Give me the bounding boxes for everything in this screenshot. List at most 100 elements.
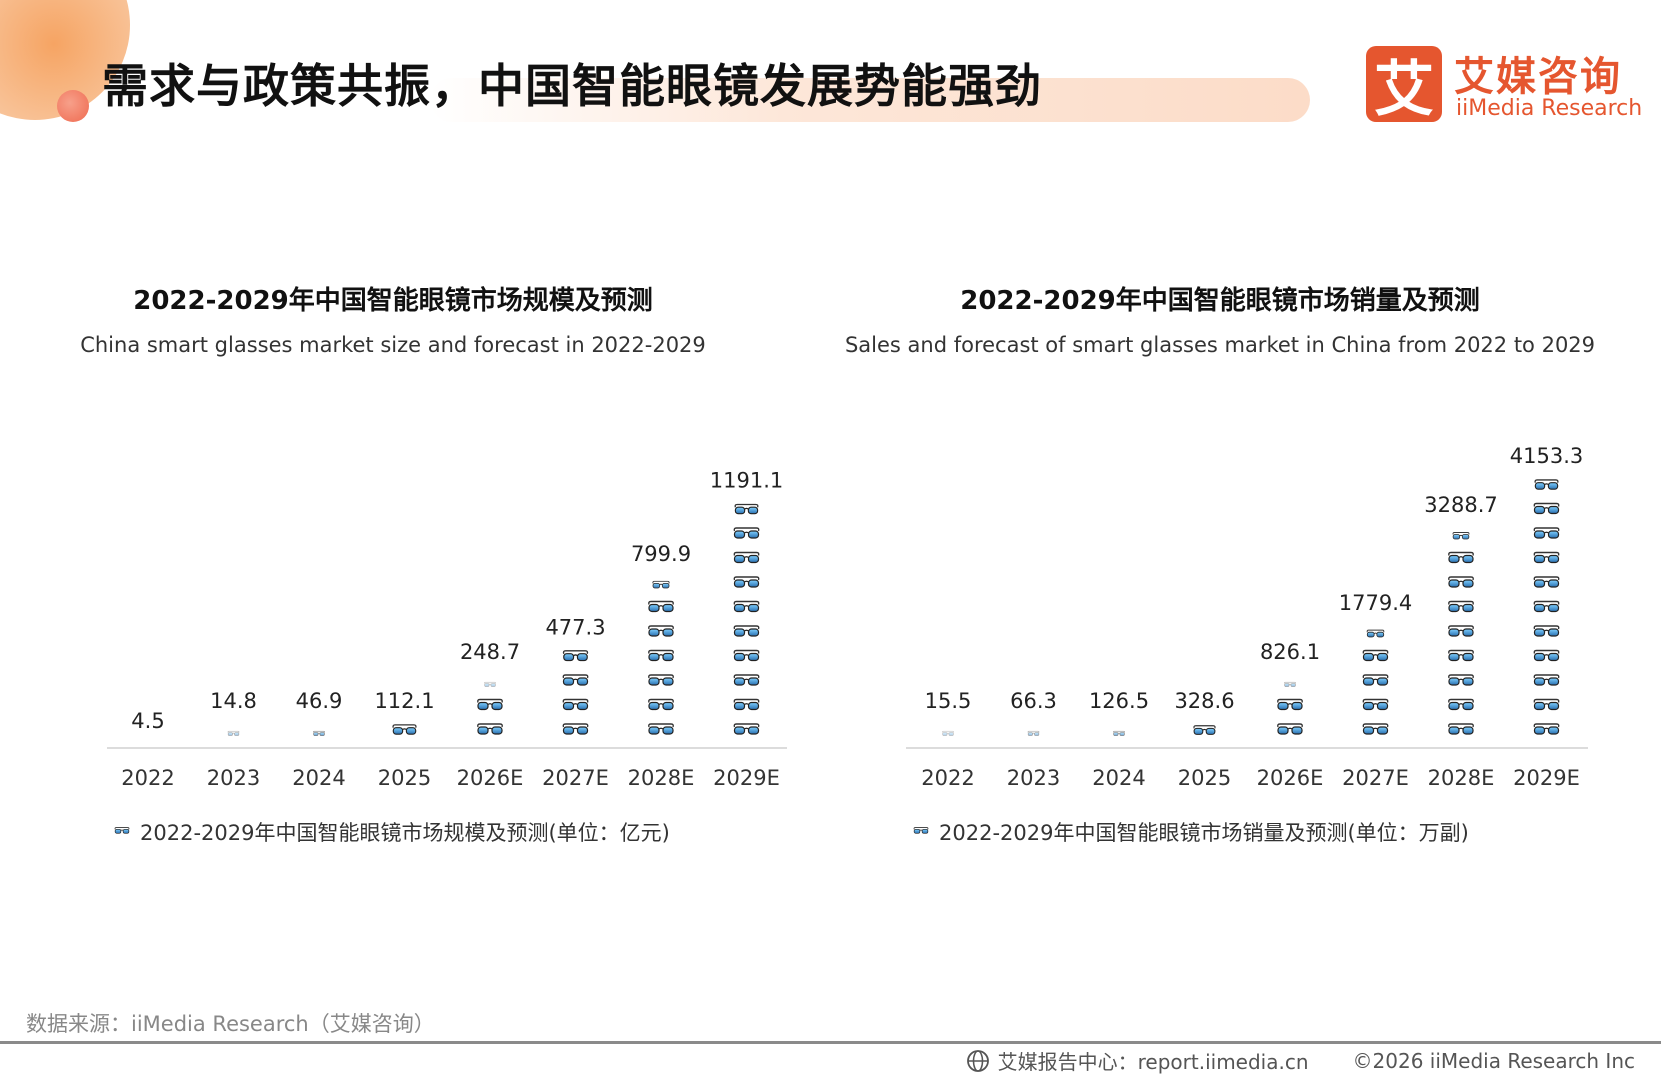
bar-icon-2029E <box>733 600 760 613</box>
bar-icon-2029E <box>733 625 760 637</box>
bar-icon-2028E <box>648 649 674 662</box>
bar-icon-2026E <box>1277 723 1303 735</box>
bar-icon-partial-2027E <box>562 650 589 662</box>
bar-icon-partial-2028E <box>1452 532 1470 540</box>
bar-icon-2028E <box>648 625 674 637</box>
bar-icon-2028E <box>648 674 674 686</box>
bar-icon-2027E <box>562 723 589 735</box>
brand-logo: 艾 艾媒咨询 iiMedia Research <box>1366 44 1642 126</box>
bar-icon-2028E <box>1448 600 1474 613</box>
x-tick-label: 2023 <box>1007 766 1060 790</box>
bar-icon-2029E <box>1533 527 1560 539</box>
footer-copyright: ©2026 iiMedia Research Inc <box>1352 1048 1635 1073</box>
footer-report-center-link[interactable]: 艾媒报告中心：report.iimedia.cn <box>997 1050 1309 1074</box>
legend-label: 2022-2029年中国智能眼镜市场销量及预测(单位：万副) <box>939 821 1469 845</box>
x-tick-label: 2025 <box>1178 766 1231 790</box>
x-tick-label: 2025 <box>378 766 431 790</box>
x-tick-label: 2028E <box>628 766 695 790</box>
bar-icon-2028E <box>1448 625 1474 637</box>
bar-icon-2026E <box>477 723 503 735</box>
bar-icon-partial-2022 <box>942 730 954 736</box>
bar-icon-2028E <box>648 600 674 613</box>
data-label: 328.6 <box>1174 689 1234 713</box>
data-label: 112.1 <box>374 689 434 713</box>
footer: 艾媒报告中心：report.iimedia.cn ©2026 iiMedia R… <box>966 1046 1635 1075</box>
footer-divider <box>0 1041 1661 1044</box>
x-tick-label: 2024 <box>292 766 345 790</box>
x-tick-label: 2028E <box>1428 766 1495 790</box>
bar-icon-2029E <box>733 649 760 662</box>
bar-icon-partial-2027E <box>1366 629 1385 638</box>
bar-icon-partial-2028E <box>652 580 670 589</box>
bar-icon-2027E <box>1362 698 1389 711</box>
bar-icon-partial-2025 <box>392 724 417 735</box>
bar-icon-2029E <box>1533 649 1560 662</box>
x-tick-label: 2023 <box>207 766 260 790</box>
logo-mark-icon: 艾 <box>1366 46 1442 125</box>
x-tick-label: 2024 <box>1092 766 1145 790</box>
chart-subtitle: China smart glasses market size and fore… <box>80 333 706 357</box>
bar-icon-partial-2026E <box>484 681 496 687</box>
bar-icon-2029E <box>733 674 760 686</box>
chart-title: 2022-2029年中国智能眼镜市场销量及预测 <box>960 285 1480 316</box>
bar-icon-partial-2029E <box>1534 479 1559 490</box>
globe-icon <box>966 1049 989 1072</box>
chart-1: 2022-2029年中国智能眼镜市场规模及预测 China smart glass… <box>80 285 787 845</box>
x-tick-label: 2022 <box>121 766 174 790</box>
bar-icon-2029E <box>1533 502 1560 515</box>
bar-icon-partial-2026E <box>1284 681 1296 687</box>
bar-icon-2029E <box>733 527 760 539</box>
bar-icon-partial-2024 <box>313 730 325 736</box>
bar-icon-2029E <box>1533 576 1560 588</box>
bar-icon-2027E <box>1362 674 1389 686</box>
logo-name-en: iiMedia Research <box>1456 96 1643 121</box>
chart-subtitle: Sales and forecast of smart glasses mark… <box>845 333 1595 357</box>
data-label: 248.7 <box>460 640 520 664</box>
data-label: 14.8 <box>210 689 257 713</box>
bar-icon-2027E <box>1362 723 1389 735</box>
bar-icon-2029E <box>1533 600 1560 613</box>
bar-icon-2029E <box>1533 723 1560 735</box>
bar-icon-2027E <box>562 674 589 686</box>
legend-label: 2022-2029年中国智能眼镜市场规模及预测(单位：亿元) <box>140 821 670 845</box>
bar-icon-2029E <box>1533 625 1560 637</box>
bar-icon-2028E <box>1448 698 1474 711</box>
bar-icon-2029E <box>1533 551 1560 564</box>
x-tick-label: 2027E <box>1342 766 1409 790</box>
bar-icon-2029E <box>733 576 760 588</box>
bar-icon-2029E <box>733 551 760 564</box>
bar-icon-2029E <box>1533 698 1560 711</box>
data-label: 1779.4 <box>1339 591 1412 615</box>
data-label: 15.5 <box>925 689 972 713</box>
data-label: 799.9 <box>631 542 691 566</box>
legend-glasses-icon <box>114 827 130 834</box>
bar-icon-2026E <box>1277 698 1303 711</box>
bar-icon-partial-2023 <box>1027 730 1040 736</box>
data-label: 826.1 <box>1260 640 1320 664</box>
page-title: 需求与政策共振，中国智能眼镜发展势能强劲 <box>102 59 1042 113</box>
bar-icon-partial-2029E <box>734 503 759 515</box>
charts-canvas: 2022-2029年中国智能眼镜市场规模及预测 China smart glass… <box>80 285 1595 845</box>
bar-icon-2029E <box>733 723 760 735</box>
x-tick-label: 2022 <box>921 766 974 790</box>
bar-icon-2028E <box>648 698 674 711</box>
x-tick-label: 2026E <box>457 766 524 790</box>
bar-icon-2027E <box>1362 649 1389 662</box>
bar-icon-2029E <box>733 698 760 711</box>
data-label: 4153.3 <box>1510 444 1583 468</box>
data-label: 477.3 <box>545 616 605 640</box>
data-label: 66.3 <box>1010 689 1057 713</box>
x-tick-label: 2027E <box>542 766 609 790</box>
data-label: 1191.1 <box>710 469 783 493</box>
bar-icon-partial-2025 <box>1193 725 1216 736</box>
bar-icon-partial-2023 <box>227 730 240 736</box>
x-tick-label: 2029E <box>1513 766 1580 790</box>
bar-icon-2026E <box>477 698 503 711</box>
data-label: 3288.7 <box>1424 493 1497 517</box>
data-label: 4.5 <box>131 709 164 733</box>
x-tick-label: 2026E <box>1257 766 1324 790</box>
chart-title: 2022-2029年中国智能眼镜市场规模及预测 <box>133 285 653 316</box>
bar-icon-2028E <box>1448 723 1474 735</box>
x-tick-label: 2029E <box>713 766 780 790</box>
bar-icon-2028E <box>1448 551 1474 564</box>
